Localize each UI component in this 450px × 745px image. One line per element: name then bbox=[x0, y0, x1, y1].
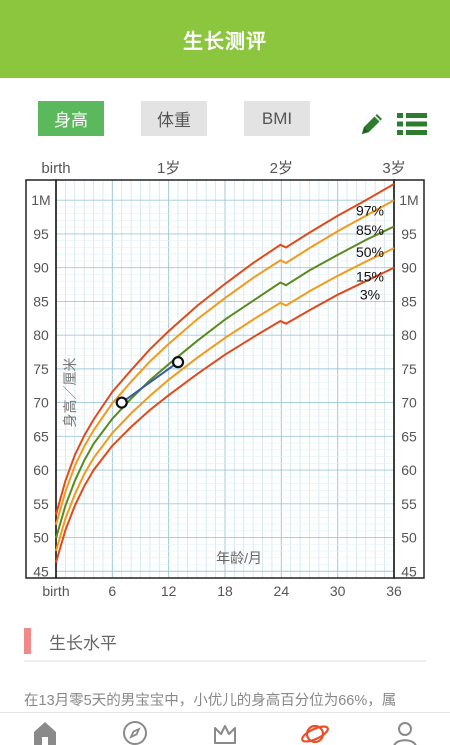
y-tick-label-right: 95 bbox=[401, 226, 417, 242]
section-header: 生长水平 bbox=[24, 622, 426, 662]
x-bottom-tick-label: 18 bbox=[217, 583, 233, 599]
y-tick-label-right: 50 bbox=[401, 530, 417, 546]
pencil-icon[interactable] bbox=[358, 110, 386, 143]
child-height-point bbox=[171, 356, 185, 369]
y-tick-label-left: 45 bbox=[33, 563, 49, 579]
child-height-point bbox=[115, 396, 128, 409]
y-axis-left-box bbox=[25, 179, 57, 579]
plot-frame bbox=[55, 179, 395, 579]
tab-height[interactable]: 身高 bbox=[38, 101, 104, 136]
y-tick-label-right: 75 bbox=[401, 361, 417, 377]
y-tick-label-right: 85 bbox=[401, 293, 417, 309]
nav-discover[interactable] bbox=[115, 719, 155, 745]
curve-p85 bbox=[55, 199, 395, 525]
x-bottom-tick-label: 30 bbox=[330, 583, 346, 599]
x-top-tick-label: 2岁 bbox=[270, 160, 293, 177]
x-top-tick-label: 1岁 bbox=[157, 160, 180, 177]
label-p3: 3% bbox=[360, 287, 380, 303]
y-tick-label-left: 65 bbox=[33, 428, 49, 444]
y-tick-label-right: 55 bbox=[401, 496, 417, 512]
top-bar: 生长测评 bbox=[0, 0, 450, 78]
label-p15: 15% bbox=[356, 268, 384, 284]
section-accent-bar bbox=[24, 628, 31, 654]
x-axis-title: 年龄/月 bbox=[216, 550, 262, 566]
y-tick-label-right: 45 bbox=[401, 563, 417, 579]
x-bottom-tick-label: 24 bbox=[274, 583, 290, 599]
user-icon bbox=[393, 722, 417, 745]
y-tick-label-left: 70 bbox=[33, 395, 49, 411]
y-axis-title: 身高／厘米 bbox=[62, 357, 78, 427]
y-tick-label-left: 60 bbox=[33, 462, 49, 478]
x-bottom-tick-label: 36 bbox=[386, 583, 402, 599]
y-tick-label-left: 75 bbox=[33, 361, 49, 377]
y-tick-label-right: 1M bbox=[399, 192, 418, 208]
chart-tools bbox=[358, 110, 428, 143]
section-title: 生长水平 bbox=[49, 633, 117, 653]
page-title: 生长测评 bbox=[183, 30, 267, 53]
metric-tabs: 身高 体重 BMI bbox=[38, 101, 347, 136]
y-tick-label-right: 70 bbox=[401, 395, 417, 411]
compass-icon bbox=[123, 721, 147, 745]
curve-p3 bbox=[55, 266, 395, 563]
y-tick-label-right: 80 bbox=[401, 327, 417, 343]
growth-chart: 1M 1M 95 95 90 90 85 85 80 80 75 75 70 70 65 65 60 60 55 55… bbox=[0, 150, 450, 605]
nav-profile[interactable] bbox=[385, 719, 425, 745]
crown-icon bbox=[214, 725, 236, 744]
y-tick-label-right: 90 bbox=[401, 260, 417, 276]
curve-p97 bbox=[55, 183, 395, 515]
growth-chart-svg: 1M 1M 95 95 90 90 85 85 80 80 75 75 70 70 65 65 60 60 55 55… bbox=[25, 160, 425, 599]
tab-weight[interactable]: 体重 bbox=[141, 101, 207, 136]
y-tick-label-right: 60 bbox=[401, 462, 417, 478]
home-icon bbox=[34, 722, 56, 745]
y-tick-label-left: 85 bbox=[33, 293, 49, 309]
child-height-line bbox=[121, 361, 179, 404]
growth-summary: 在13月零5天的男宝宝中，小优儿的身高百分位为66%，属 bbox=[24, 693, 397, 709]
x-bottom-tick-label: birth bbox=[42, 583, 69, 599]
y-tick-label-right: 65 bbox=[401, 428, 417, 444]
bottom-nav bbox=[0, 712, 450, 745]
nav-planet[interactable] bbox=[295, 719, 335, 745]
nav-crown[interactable] bbox=[205, 719, 245, 745]
x-top-tick-label: 3岁 bbox=[382, 160, 405, 177]
curve-p50 bbox=[55, 225, 395, 539]
y-tick-label-left: 90 bbox=[33, 260, 49, 276]
nav-home[interactable] bbox=[25, 719, 65, 745]
tab-bmi[interactable]: BMI bbox=[244, 101, 310, 136]
y-tick-label-left: 80 bbox=[33, 327, 49, 343]
x-top-tick-label: birth bbox=[41, 160, 70, 177]
planet-icon bbox=[301, 724, 329, 744]
y-tick-label-left: 50 bbox=[33, 530, 49, 546]
list-icon[interactable] bbox=[396, 110, 428, 143]
label-p85: 85% bbox=[356, 222, 384, 238]
y-tick-label-left: 55 bbox=[33, 496, 49, 512]
y-tick-label-left: 95 bbox=[33, 226, 49, 242]
label-p50: 50% bbox=[356, 244, 384, 260]
y-tick-label-left: 1M bbox=[31, 192, 50, 208]
x-bottom-tick-label: 6 bbox=[108, 583, 116, 599]
label-p97: 97% bbox=[356, 202, 384, 218]
x-bottom-tick-label: 12 bbox=[161, 583, 177, 599]
curve-p15 bbox=[55, 247, 395, 552]
